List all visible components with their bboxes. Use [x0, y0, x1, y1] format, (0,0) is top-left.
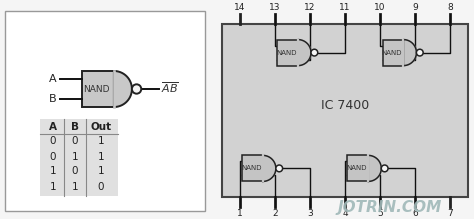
Text: 1: 1: [50, 166, 56, 177]
Text: 12: 12: [304, 3, 316, 12]
Text: 0: 0: [50, 152, 56, 161]
Text: 6: 6: [412, 209, 418, 218]
FancyBboxPatch shape: [82, 71, 114, 107]
Text: B: B: [71, 122, 79, 131]
Polygon shape: [368, 155, 381, 181]
Text: B: B: [49, 94, 57, 104]
Text: 1: 1: [72, 152, 78, 161]
Text: 1: 1: [98, 166, 104, 177]
Text: 10: 10: [374, 3, 386, 12]
Text: IC 7400: IC 7400: [321, 99, 369, 112]
Text: 11: 11: [339, 3, 351, 12]
Text: 0: 0: [72, 136, 78, 147]
Text: Out: Out: [91, 122, 111, 131]
Text: 1: 1: [98, 136, 104, 147]
Polygon shape: [114, 71, 132, 107]
Text: NAND: NAND: [276, 49, 297, 56]
Circle shape: [311, 49, 318, 56]
Text: 7: 7: [447, 209, 453, 218]
Text: 1: 1: [98, 152, 104, 161]
FancyBboxPatch shape: [347, 155, 368, 181]
Text: 0: 0: [98, 182, 104, 191]
Circle shape: [276, 165, 283, 172]
Text: NAND: NAND: [83, 85, 109, 94]
Text: 4: 4: [342, 209, 348, 218]
Text: 0: 0: [50, 136, 56, 147]
Text: 1: 1: [72, 182, 78, 191]
Circle shape: [417, 49, 423, 56]
FancyBboxPatch shape: [222, 24, 468, 197]
Circle shape: [381, 165, 388, 172]
Polygon shape: [403, 40, 417, 66]
Text: NAND: NAND: [346, 165, 367, 171]
Text: 3: 3: [307, 209, 313, 218]
Text: $\overline{AB}$: $\overline{AB}$: [161, 81, 179, 95]
Text: 1: 1: [237, 209, 242, 218]
Polygon shape: [263, 155, 276, 181]
Text: 13: 13: [269, 3, 281, 12]
Text: A: A: [49, 122, 57, 131]
Text: 1: 1: [50, 182, 56, 191]
Text: JOTRIN.COM: JOTRIN.COM: [338, 200, 442, 215]
FancyBboxPatch shape: [242, 155, 263, 181]
Text: 0: 0: [72, 166, 78, 177]
Text: 9: 9: [412, 3, 418, 12]
Circle shape: [132, 84, 141, 94]
Text: 14: 14: [234, 3, 245, 12]
FancyBboxPatch shape: [277, 40, 298, 66]
Text: A: A: [49, 74, 57, 84]
FancyBboxPatch shape: [383, 40, 403, 66]
FancyBboxPatch shape: [40, 119, 118, 196]
FancyBboxPatch shape: [5, 11, 205, 211]
Text: NAND: NAND: [382, 49, 402, 56]
Text: 5: 5: [377, 209, 383, 218]
Text: 2: 2: [272, 209, 277, 218]
Text: 8: 8: [447, 3, 453, 12]
Polygon shape: [298, 40, 311, 66]
Text: NAND: NAND: [241, 165, 262, 171]
